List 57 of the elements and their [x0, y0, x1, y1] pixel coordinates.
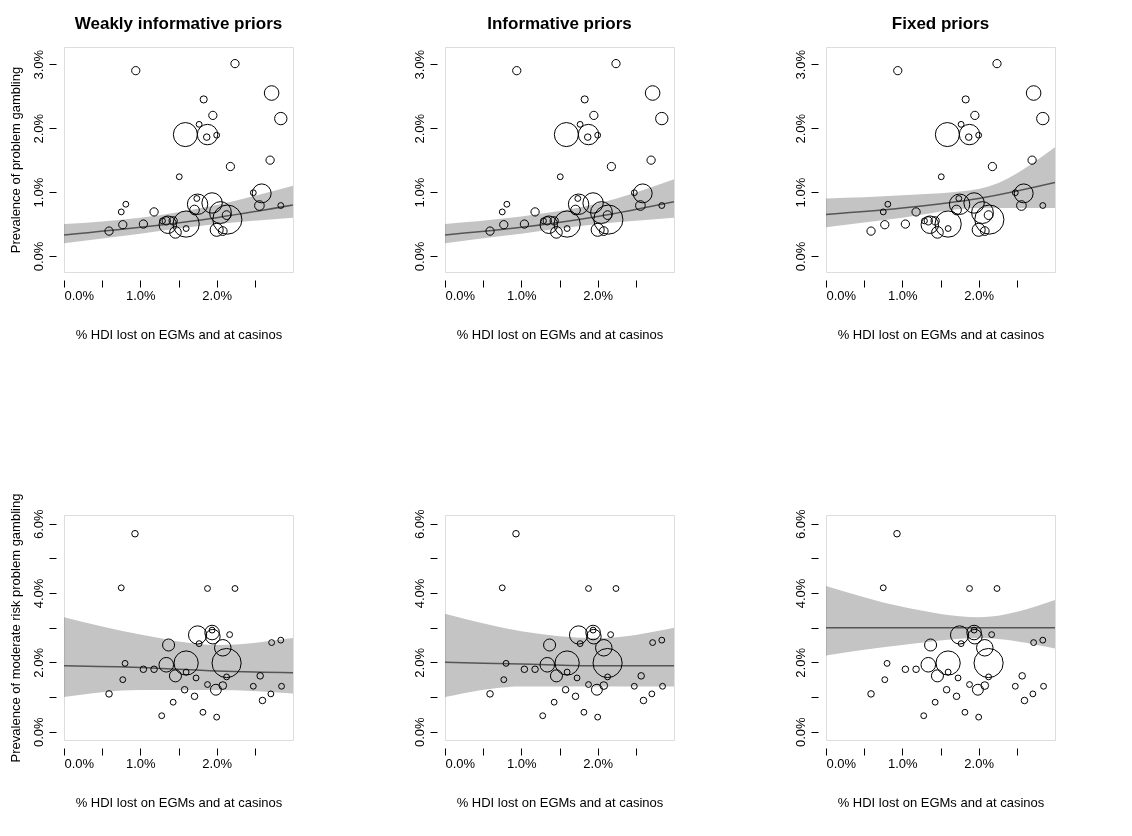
- x-tick-label: 1.0%: [126, 755, 157, 771]
- x-tick-label: 0.0%: [826, 755, 857, 771]
- y-tick-label: 0.0%: [30, 716, 46, 747]
- x-tick-label: 2.0%: [202, 755, 233, 771]
- x-tick-label: 2.0%: [202, 287, 233, 303]
- y-tick-label: 0.0%: [411, 716, 427, 747]
- y-axis-title: Prevalence of moderate risk problem gambling: [7, 493, 23, 763]
- y-tick-label: 2.0%: [411, 113, 427, 144]
- x-tick-label: 1.0%: [507, 287, 538, 303]
- x-axis-title: % HDI lost on EGMs and at casinos: [456, 326, 664, 342]
- y-tick-label: 0.0%: [30, 241, 46, 272]
- x-tick-label: 2.0%: [583, 287, 614, 303]
- y-tick-label: 6.0%: [792, 508, 808, 539]
- y-axis-title: Prevalence of problem gambling: [7, 66, 23, 254]
- x-axis-title: % HDI lost on EGMs and at casinos: [456, 794, 664, 810]
- y-tick-label: 4.0%: [792, 578, 808, 609]
- x-tick-label: 0.0%: [445, 287, 476, 303]
- x-axis-title: % HDI lost on EGMs and at casinos: [837, 794, 1045, 810]
- y-tick-label: 2.0%: [792, 113, 808, 144]
- y-tick-label: 3.0%: [792, 49, 808, 80]
- x-tick-label: 1.0%: [507, 755, 538, 771]
- chart-title: Informative priors: [487, 14, 632, 33]
- y-tick-label: 1.0%: [30, 177, 46, 208]
- line-series: [445, 200, 674, 236]
- x-tick-label: 2.0%: [964, 287, 995, 303]
- y-tick-label: 1.0%: [792, 177, 808, 208]
- line-series: [826, 181, 1055, 216]
- x-tick-label: 1.0%: [888, 755, 919, 771]
- x-axis-title: % HDI lost on EGMs and at casinos: [837, 326, 1045, 342]
- line-series: [64, 665, 293, 674]
- y-tick-label: 4.0%: [30, 578, 46, 609]
- x-tick-label: 2.0%: [964, 755, 995, 771]
- x-tick-label: 0.0%: [64, 287, 95, 303]
- chart-title: Weakly informative priors: [74, 14, 283, 33]
- y-tick-label: 2.0%: [792, 647, 808, 678]
- y-tick-label: 3.0%: [411, 49, 427, 80]
- y-tick-label: 1.0%: [411, 177, 427, 208]
- x-tick-label: 0.0%: [445, 755, 476, 771]
- x-axis-title: % HDI lost on EGMs and at casinos: [75, 794, 283, 810]
- y-tick-label: 0.0%: [411, 241, 427, 272]
- y-tick-label: 6.0%: [411, 508, 427, 539]
- y-tick-label: 3.0%: [30, 49, 46, 80]
- y-tick-label: 6.0%: [30, 508, 46, 539]
- chart-title: Fixed priors: [891, 14, 990, 33]
- line-series: [64, 204, 293, 236]
- y-tick-label: 2.0%: [30, 647, 46, 678]
- x-tick-label: 0.0%: [826, 287, 857, 303]
- y-tick-label: 2.0%: [30, 113, 46, 144]
- y-tick-label: 2.0%: [411, 647, 427, 678]
- x-tick-label: 1.0%: [126, 287, 157, 303]
- x-tick-label: 2.0%: [583, 755, 614, 771]
- y-tick-label: 0.0%: [792, 241, 808, 272]
- x-tick-label: 1.0%: [888, 287, 919, 303]
- y-tick-label: 0.0%: [792, 716, 808, 747]
- x-tick-label: 0.0%: [64, 755, 95, 771]
- x-axis-title: % HDI lost on EGMs and at casinos: [75, 326, 283, 342]
- y-tick-label: 4.0%: [411, 578, 427, 609]
